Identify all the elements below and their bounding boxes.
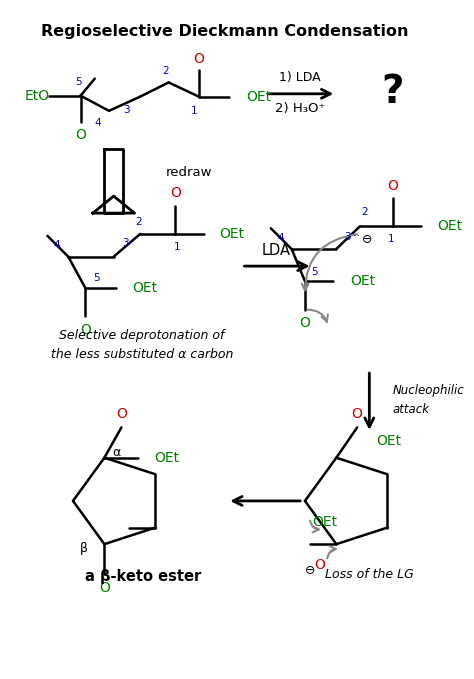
Text: LDA: LDA <box>262 242 291 257</box>
Text: 2: 2 <box>135 217 142 227</box>
Text: 3: 3 <box>123 105 129 115</box>
Text: 1: 1 <box>191 106 198 116</box>
Text: OEt: OEt <box>376 434 401 447</box>
Text: O: O <box>116 407 127 421</box>
Text: O: O <box>170 186 181 200</box>
Text: O: O <box>75 128 86 143</box>
Text: 5: 5 <box>311 267 318 277</box>
Text: O: O <box>99 581 110 595</box>
Text: O: O <box>352 407 363 421</box>
Text: Selective deprotonation of: Selective deprotonation of <box>59 329 225 342</box>
Polygon shape <box>93 196 135 213</box>
Text: α: α <box>112 447 120 460</box>
Text: O: O <box>80 323 91 337</box>
Text: 5: 5 <box>93 274 100 283</box>
Text: OEt: OEt <box>438 219 463 234</box>
Text: 1: 1 <box>388 234 394 244</box>
Text: 2: 2 <box>163 66 169 76</box>
Text: 2: 2 <box>361 207 368 217</box>
Text: 3: 3 <box>122 238 128 249</box>
Polygon shape <box>104 149 123 213</box>
Text: Regioselective Dieckmann Condensation: Regioselective Dieckmann Condensation <box>41 24 408 39</box>
Text: Loss of the LG: Loss of the LG <box>325 568 414 581</box>
Text: 1) LDA: 1) LDA <box>279 71 321 84</box>
Text: OEt: OEt <box>350 274 375 289</box>
Text: ?: ? <box>382 73 404 111</box>
Text: EtO: EtO <box>24 89 49 103</box>
Text: O: O <box>388 179 399 193</box>
Text: OEt: OEt <box>220 227 245 241</box>
Text: 2) H₃O⁺: 2) H₃O⁺ <box>275 101 326 115</box>
Text: 4: 4 <box>94 118 101 128</box>
Text: 4: 4 <box>277 233 283 242</box>
Text: the less substituted α carbon: the less substituted α carbon <box>51 348 233 361</box>
Text: 5: 5 <box>75 77 82 88</box>
Text: β: β <box>80 543 88 555</box>
Text: OEt: OEt <box>312 515 337 529</box>
Text: OEt: OEt <box>246 90 272 104</box>
Text: attack: attack <box>393 403 430 416</box>
Text: redraw: redraw <box>166 166 212 179</box>
Text: a β-keto ester: a β-keto ester <box>85 569 201 584</box>
Text: ⊖: ⊖ <box>305 564 315 577</box>
Text: OEt: OEt <box>133 281 158 295</box>
Text: 4: 4 <box>54 240 60 251</box>
Text: ⊖: ⊖ <box>362 233 373 246</box>
Text: Nucleophilic: Nucleophilic <box>393 384 465 397</box>
Text: O: O <box>314 558 325 572</box>
Text: OEt: OEt <box>155 451 180 464</box>
Text: 1: 1 <box>174 242 181 252</box>
Text: O: O <box>300 316 310 330</box>
Text: O: O <box>193 52 204 66</box>
Text: 3: 3 <box>344 232 351 242</box>
Text: ··: ·· <box>353 231 364 241</box>
